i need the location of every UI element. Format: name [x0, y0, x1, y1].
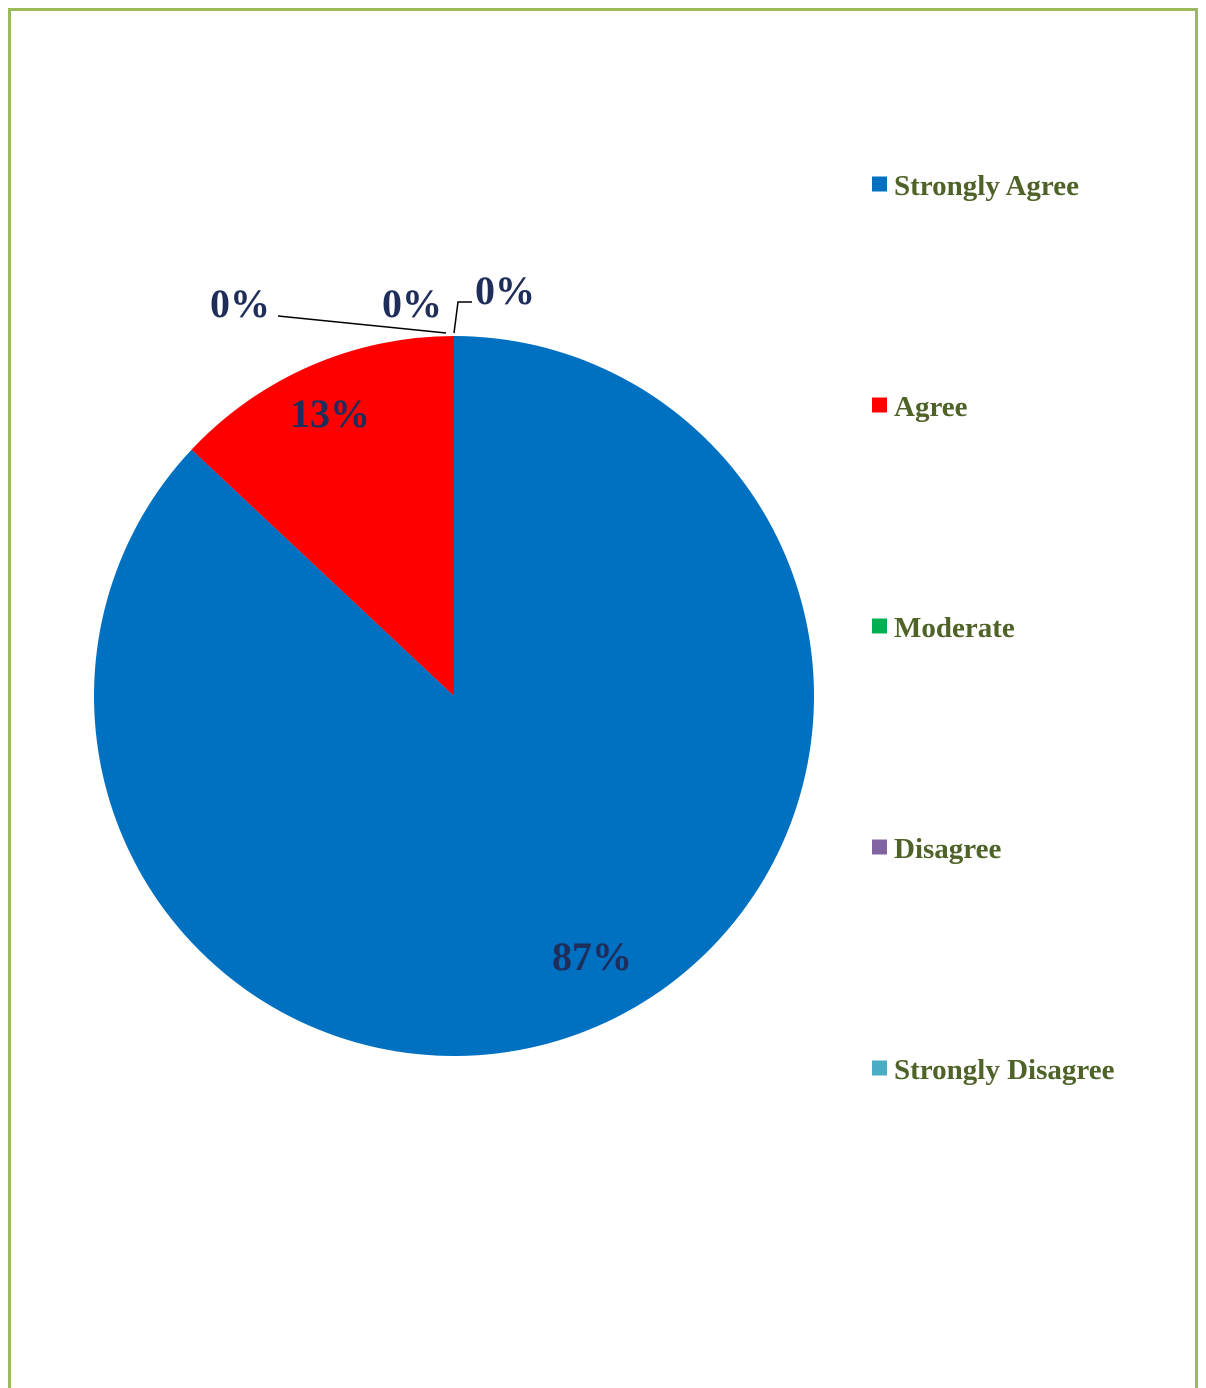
label-leader-lines — [277, 301, 472, 334]
legend-item-strongly-disagree: Strongly Disagree — [872, 1054, 1115, 1086]
legend-item-moderate: Moderate — [872, 612, 1015, 644]
slice-strongly-agree — [94, 336, 815, 1056]
legend-swatch-agree — [872, 397, 887, 413]
legend-label-moderate: Moderate — [894, 612, 1015, 644]
legend-swatch-moderate — [872, 618, 887, 634]
pie-slices — [94, 336, 815, 1056]
leader-line-strongly-disagree — [453, 301, 472, 334]
legend-item-agree: Agree — [872, 391, 968, 423]
legend-swatch-strongly-disagree — [872, 1060, 887, 1076]
legend-label-strongly-agree: Strongly Agree — [894, 170, 1079, 202]
data-label-agree: 13% — [290, 391, 370, 436]
data-label-disagree: 0% — [382, 281, 442, 326]
legend-label-agree: Agree — [894, 391, 968, 423]
data-labels: 87% 13% 0% 0% 0% — [210, 268, 632, 979]
data-label-moderate: 0% — [210, 281, 270, 326]
legend-swatch-strongly-agree — [872, 176, 887, 192]
leader-line-moderate — [277, 315, 447, 334]
legend-label-strongly-disagree: Strongly Disagree — [894, 1054, 1115, 1086]
legend: Strongly Agree Agree Moderate Disagree Stron… — [872, 170, 1115, 1086]
data-label-strongly-disagree: 0% — [475, 268, 535, 313]
legend-label-disagree: Disagree — [894, 833, 1002, 865]
legend-item-disagree: Disagree — [872, 833, 1002, 865]
legend-item-strongly-agree: Strongly Agree — [872, 170, 1079, 202]
data-label-strongly-agree: 87% — [552, 934, 632, 979]
legend-swatch-disagree — [872, 839, 887, 855]
slice-agree — [191, 336, 454, 696]
